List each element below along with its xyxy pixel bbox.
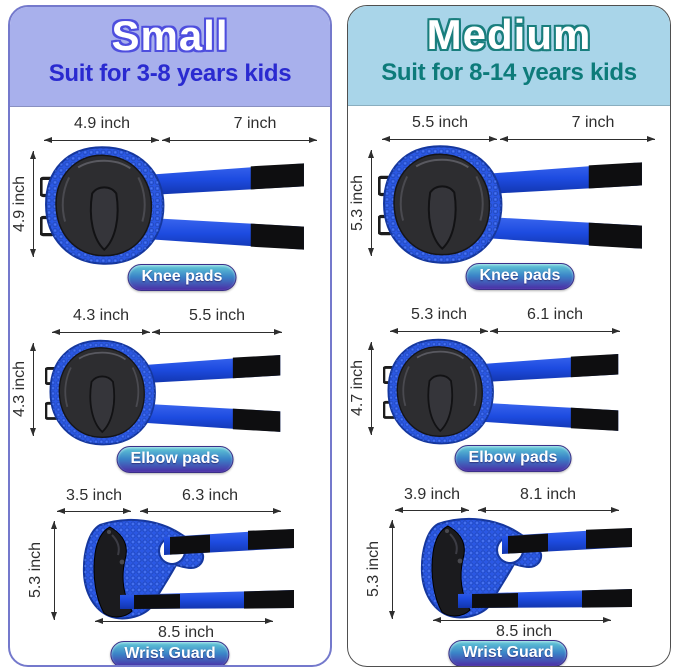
- knee-pad-image: [378, 142, 654, 268]
- panel-small-title: Small: [111, 12, 229, 59]
- wrist-guard-label: Wrist Guard: [110, 641, 230, 665]
- knee-pads-section-medium: 5.5 inch 7 inch 5.3 inch Knee pads: [348, 106, 670, 294]
- panel-medium-title: Medium: [426, 11, 592, 58]
- elbow-pad-image: [45, 337, 291, 449]
- dim-arrow-knee-width: [382, 136, 497, 142]
- wrist-guard-image: [52, 515, 302, 625]
- elbow-pads-label: Elbow pads: [454, 445, 572, 472]
- knee-pads-label: Knee pads: [465, 263, 575, 290]
- dim-arrow-wrist-width: [395, 507, 469, 513]
- dim-label-elbow-height: 4.7 inch: [349, 359, 366, 417]
- dim-arrow-wrist-strap: [140, 508, 281, 514]
- dim-arrow-wrist-height: [389, 520, 395, 619]
- elbow-pad-image: [383, 336, 629, 448]
- dim-label-elbow-width: 4.3 inch: [72, 307, 130, 324]
- dim-label-wrist-total: 8.5 inch: [495, 623, 553, 640]
- dim-label-knee-height: 5.3 inch: [349, 174, 366, 232]
- dim-label-knee-strap: 7 inch: [571, 114, 615, 131]
- elbow-pads-label: Elbow pads: [116, 446, 234, 473]
- dim-label-knee-width: 4.9 inch: [73, 115, 131, 132]
- dim-label-wrist-total: 8.5 inch: [157, 624, 215, 641]
- elbow-pads-section-small: 4.3 inch 5.5 inch 4.3 inch Elbow pads: [10, 295, 330, 475]
- panel-medium: Medium Suit for 8-14 years kids 5.5 inch…: [347, 5, 671, 667]
- dim-arrow-wrist-total: [95, 618, 273, 624]
- dim-label-elbow-width: 5.3 inch: [410, 306, 468, 323]
- panel-medium-header: Medium Suit for 8-14 years kids: [348, 6, 670, 106]
- dim-arrow-knee-strap: [162, 137, 317, 143]
- dim-arrow-knee-strap: [500, 136, 655, 142]
- knee-pads-label: Knee pads: [127, 264, 237, 291]
- dim-arrow-elbow-height: [30, 343, 36, 436]
- dim-arrow-knee-height: [30, 151, 36, 257]
- dim-arrow-wrist-strap: [478, 507, 619, 513]
- dim-label-wrist-strap: 8.1 inch: [519, 486, 577, 503]
- dim-label-elbow-strap: 6.1 inch: [526, 306, 584, 323]
- panel-small: Small Suit for 3-8 years kids 4.9 inch 7…: [8, 5, 332, 667]
- panel-small-header: Small Suit for 3-8 years kids: [10, 7, 330, 107]
- elbow-pads-section-medium: 5.3 inch 6.1 inch 4.7 inch Elbow pads: [348, 294, 670, 474]
- dim-label-wrist-width: 3.5 inch: [65, 487, 123, 504]
- dim-arrow-wrist-height: [51, 521, 57, 620]
- dim-label-knee-width: 5.5 inch: [411, 114, 469, 131]
- dim-label-wrist-strap: 6.3 inch: [181, 487, 239, 504]
- dim-arrow-knee-height: [368, 150, 374, 256]
- dim-label-knee-height: 4.9 inch: [11, 175, 28, 233]
- dim-label-wrist-width: 3.9 inch: [403, 486, 461, 503]
- dim-arrow-wrist-total: [433, 617, 611, 623]
- dim-arrow-knee-width: [44, 137, 159, 143]
- dim-arrow-elbow-strap: [490, 328, 620, 334]
- knee-pad-image: [40, 143, 316, 269]
- dim-arrow-wrist-width: [57, 508, 131, 514]
- wrist-guard-image: [390, 514, 640, 624]
- dim-arrow-elbow-width: [390, 328, 488, 334]
- dim-label-wrist-height: 5.3 inch: [27, 541, 44, 599]
- dim-label-elbow-height: 4.3 inch: [11, 360, 28, 418]
- dim-label-elbow-strap: 5.5 inch: [188, 307, 246, 324]
- wrist-guard-label: Wrist Guard: [448, 640, 568, 666]
- dim-label-knee-strap: 7 inch: [233, 115, 277, 132]
- wrist-guard-section-small: 3.5 inch 6.3 inch 5.3 inch 8.5 inch Wris…: [10, 475, 330, 665]
- panel-small-subtitle: Suit for 3-8 years kids: [48, 60, 292, 88]
- wrist-guard-section-medium: 3.9 inch 8.1 inch 5.3 inch 8.5 inch Wris…: [348, 474, 670, 666]
- dim-arrow-elbow-strap: [152, 329, 282, 335]
- knee-pads-section-small: 4.9 inch 7 inch 4.9 inch Knee pads: [10, 107, 330, 295]
- dim-arrow-elbow-height: [368, 342, 374, 435]
- dim-label-wrist-height: 5.3 inch: [365, 540, 382, 598]
- dim-arrow-elbow-width: [52, 329, 150, 335]
- panel-medium-subtitle: Suit for 8-14 years kids: [381, 59, 637, 87]
